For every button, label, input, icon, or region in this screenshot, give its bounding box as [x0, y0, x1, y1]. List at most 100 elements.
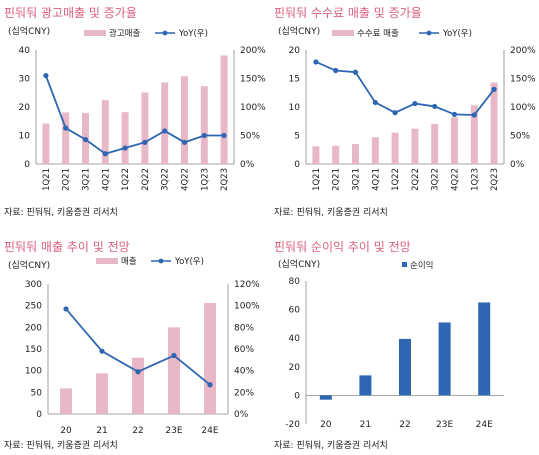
- legend-label: 순이익: [410, 260, 433, 271]
- x-tick-label: 2Q22: [141, 168, 151, 191]
- bar-2Q22: [411, 128, 419, 164]
- y-tick-label: -20: [285, 420, 300, 430]
- yoy-point-1Q23: [471, 112, 477, 118]
- yoy-point-20: [63, 306, 69, 312]
- yoy-point-4Q22: [451, 111, 458, 118]
- x-tick-label: 2Q23: [490, 168, 500, 191]
- y-tick-label: 40: [289, 334, 301, 344]
- bar-3Q22: [431, 124, 439, 164]
- legend-swatch: [332, 30, 354, 36]
- legend-marker: [158, 258, 164, 264]
- bar-3Q22: [161, 82, 169, 164]
- y-tick-label: 30: [19, 75, 31, 85]
- yoy-point-3Q21: [82, 136, 89, 143]
- y-tick-label: 300: [25, 280, 42, 290]
- yoy-point-3Q21: [352, 69, 359, 75]
- y-tick-label: 0: [294, 160, 300, 170]
- chart-panel-net-income-forecast: 핀둬둬 순이익 추이 및 전망 (십억CNY) -20 0 20 40 60 80 20 21 2…: [270, 228, 539, 455]
- y2-tick-label: 60%: [234, 345, 254, 355]
- y2-tick-label: 150%: [240, 75, 266, 85]
- x-tick-label: 2Q21: [62, 168, 72, 191]
- y-tick-label: 60: [289, 306, 301, 316]
- chart-title: 핀둬둬 광고매출 및 증가율: [4, 6, 137, 20]
- x-tick-label: 20: [320, 420, 332, 430]
- y2-tick-label: 100%: [510, 103, 536, 113]
- chart-title: 핀둬둬 순이익 추이 및 전망: [274, 240, 411, 254]
- bar-20: [60, 388, 72, 414]
- legend-swatch: [96, 258, 118, 264]
- x-tick-label: 2Q21: [332, 168, 342, 191]
- y-tick-label: 250: [25, 302, 42, 312]
- y-axis-unit-label: (십억CNY): [8, 259, 50, 271]
- y-tick-label: 200: [25, 323, 42, 333]
- legend-label: YoY(우): [178, 29, 208, 39]
- bar-4Q22: [181, 76, 188, 164]
- y2-tick-label: 100%: [240, 103, 266, 113]
- yoy-point-1Q22: [122, 145, 128, 151]
- yoy-point-22: [135, 369, 141, 375]
- yoy-point-1Q21: [43, 73, 49, 79]
- y-tick-label: 100: [25, 367, 42, 377]
- bar-2Q23: [220, 55, 228, 164]
- legend-label: YoY(우): [442, 29, 472, 39]
- chart-source: 자료: 핀둬둬, 키움증권 리서치: [274, 208, 388, 218]
- chart-title: 핀둬둬 수수료 매출 및 증가율: [274, 6, 422, 20]
- chart-source: 자료: 핀둬둬, 키움증권 리서치: [4, 208, 118, 218]
- legend-label: 매출: [121, 256, 137, 267]
- chart-panel-ad-revenue: 핀둬둬 광고매출 및 증가율 (십억CNY) 0 10 20 30 40 0% 50% 100%…: [0, 0, 269, 227]
- x-tick-label: 3Q22: [161, 168, 171, 191]
- bar-2Q21: [332, 145, 340, 164]
- x-tick-label: 21: [96, 426, 107, 436]
- x-tick-label: 4Q21: [371, 168, 381, 191]
- yoy-point-2Q22: [412, 100, 418, 107]
- legend-label: YoY(우): [174, 257, 204, 267]
- y2-tick-label: 40%: [234, 367, 254, 377]
- x-tick-label: 4Q21: [101, 168, 111, 191]
- y2-tick-label: 20%: [234, 388, 254, 398]
- y2-tick-label: 100%: [234, 302, 260, 312]
- y-tick-label: 0: [36, 410, 42, 420]
- legend-marker: [426, 30, 432, 36]
- bar-1Q22: [121, 112, 129, 164]
- revenue-forecast-chart: (십억CNY) 0 50 100 150 200 250 300 0% 20% 40% 60% 80% 1…: [8, 256, 260, 436]
- y2-tick-label: 0%: [510, 160, 525, 170]
- bar-21: [96, 373, 108, 414]
- x-tick-label: 23E: [436, 420, 453, 430]
- y-tick-label: 20: [289, 363, 301, 373]
- yoy-point-24E: [207, 382, 213, 388]
- yoy-point-4Q21: [102, 151, 108, 157]
- y-tick-label: 0: [294, 391, 300, 401]
- x-tick-label: 1Q21: [42, 168, 52, 191]
- y-tick-label: 5: [294, 132, 300, 142]
- x-tick-label: 21: [360, 420, 371, 430]
- x-tick-label: 2Q23: [220, 168, 230, 191]
- x-tick-label: 2Q22: [411, 168, 421, 191]
- bar-1Q23: [470, 105, 478, 164]
- x-tick-label: 3Q21: [352, 168, 362, 191]
- y-tick-label: 15: [289, 75, 300, 85]
- y2-tick-label: 150%: [510, 75, 536, 85]
- chart-title: 핀둬둬 매출 추이 및 전망: [4, 240, 130, 254]
- ad-revenue-chart: (십억CNY) 0 10 20 30 40 0% 50% 100% 150% 200% 1Q21 2Q2…: [8, 25, 266, 191]
- x-tick-label: 22: [132, 426, 143, 436]
- x-tick-label: 23E: [165, 426, 182, 436]
- y-tick-label: 20: [19, 103, 31, 113]
- x-tick-label: 4Q22: [451, 168, 461, 191]
- legend-swatch: [402, 262, 407, 267]
- yoy-point-2Q23: [221, 132, 227, 139]
- x-tick-label: 24E: [201, 426, 218, 436]
- bar-3Q21: [352, 144, 359, 164]
- bar-1Q21: [42, 123, 50, 164]
- y-tick-label: 10: [289, 103, 301, 113]
- bar-23E: [438, 322, 451, 396]
- bar-21: [359, 375, 372, 396]
- y2-tick-label: 120%: [234, 280, 260, 290]
- y2-tick-label: 50%: [240, 132, 260, 142]
- bar-1Q23: [200, 86, 208, 164]
- y-axis-unit-label: (십억CNY): [278, 258, 320, 270]
- y-axis-unit-label: (십억CNY): [278, 25, 320, 37]
- x-tick-label: 22: [399, 420, 410, 430]
- legend-label: 수수료 매출: [357, 28, 399, 39]
- bar-24E: [478, 302, 491, 396]
